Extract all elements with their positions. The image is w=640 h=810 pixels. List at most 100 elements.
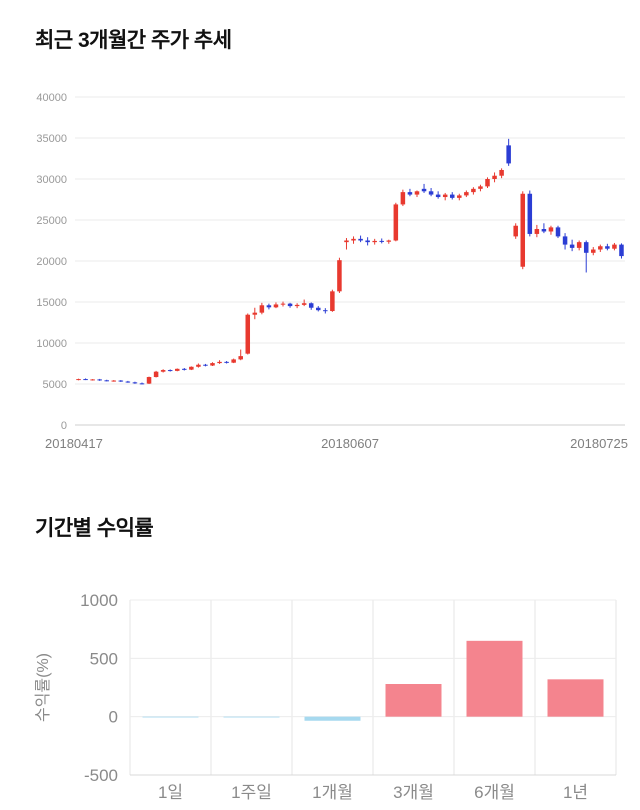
candle-body [104, 380, 109, 382]
candle-body [189, 366, 194, 370]
y-axis-tick-label: 500 [90, 649, 118, 668]
candle-body [358, 238, 363, 241]
y-axis-title: 수익률(%) [34, 653, 52, 722]
candle-body [301, 303, 307, 305]
candle-body [280, 303, 286, 305]
candlestick-chart: 0 5000 10000 15000 20000 25000 30000 35000 40000… [36, 92, 628, 451]
candle-body [414, 191, 420, 195]
category-label: 6개월 [474, 783, 515, 802]
candle-body [569, 244, 575, 248]
candle-body [111, 380, 117, 382]
candle-body [146, 377, 152, 384]
candle-body [337, 260, 342, 292]
candle-body [499, 169, 504, 176]
candle-body [174, 368, 180, 371]
candle-body [245, 314, 251, 354]
return-bar [223, 716, 280, 718]
candle-body [421, 188, 427, 192]
candle-body [330, 291, 335, 312]
candle-body [139, 383, 145, 385]
candle-body [555, 227, 561, 237]
candle-body [612, 244, 617, 249]
candle-body [619, 244, 624, 257]
candle-body [492, 175, 497, 179]
y-axis-tick-label: 20000 [36, 256, 67, 268]
candle-body [442, 194, 448, 198]
candle-body [527, 193, 533, 234]
category-label: 3개월 [393, 783, 434, 802]
x-axis-label-end: 20180725 [570, 436, 628, 451]
candle-body [400, 192, 406, 205]
candle-body [308, 303, 314, 308]
candle-body [365, 240, 370, 243]
y-axis-tick-label: 5000 [43, 379, 67, 391]
x-axis-label-middle: 20180607 [321, 436, 379, 451]
candle-body [407, 192, 413, 195]
candle-body [182, 368, 187, 370]
candle-body [449, 194, 455, 198]
candle-body [372, 240, 377, 243]
return-bar [385, 684, 442, 717]
candle-body [97, 379, 102, 381]
candle-body [541, 229, 547, 232]
category-label: 1개월 [312, 783, 353, 802]
candle-body [167, 370, 173, 372]
y-axis-tick-label: 15000 [36, 297, 67, 309]
candle-body [76, 379, 81, 381]
candle-body [478, 186, 483, 189]
candle-body [83, 379, 88, 381]
candle-body [259, 305, 265, 313]
return-bar [547, 679, 604, 717]
candle-body [316, 307, 321, 311]
returns-bar-chart: 1000 500 0 -500 1일 1주일 1개월 3개월 6개월 1년 수익률(%) [34, 591, 617, 802]
candle-body [266, 305, 272, 308]
return-bar [142, 716, 199, 718]
candle-body [393, 204, 399, 241]
y-axis-tick-label: 30000 [36, 174, 67, 186]
candle-body [203, 364, 208, 366]
candle-body [485, 179, 490, 187]
candle-body [435, 194, 441, 198]
x-axis-label-start: 20180417 [45, 436, 103, 451]
candle-body [386, 240, 392, 242]
y-axis-tick-label: 35000 [36, 133, 67, 145]
candle-body [457, 195, 462, 198]
candle-body [562, 236, 568, 245]
candle-body [224, 361, 229, 363]
category-label: 1년 [563, 783, 588, 802]
return-bar [304, 716, 361, 721]
candle-body [160, 370, 166, 372]
y-axis-tick-label: 10000 [36, 338, 67, 350]
y-axis-tick-label: 0 [109, 708, 118, 727]
candle-body [351, 238, 356, 241]
candle-body [520, 193, 526, 267]
y-axis-tick-label: 25000 [36, 215, 67, 227]
candle-body [252, 312, 258, 315]
candle-body [196, 364, 201, 367]
y-axis-tick-label: -500 [84, 766, 118, 785]
candle-body [132, 382, 138, 384]
return-bar [466, 640, 523, 717]
candle-body [576, 242, 582, 248]
candle-body [238, 356, 243, 360]
candle-body [287, 303, 293, 307]
returns-title: 기간별 수익률 [35, 517, 154, 540]
candle-body [90, 379, 95, 381]
candle-body [598, 246, 603, 250]
candle-body [471, 188, 476, 193]
candle-body [513, 225, 518, 237]
candle-body [605, 246, 610, 249]
candle-body [548, 227, 554, 232]
candle-body [534, 229, 540, 234]
y-axis-tick-label: 40000 [36, 92, 67, 104]
category-label: 1일 [158, 783, 183, 802]
candle-body [273, 304, 279, 308]
candle-body [153, 371, 159, 378]
y-axis-tick-label: 0 [61, 420, 67, 432]
candle-body [231, 359, 236, 363]
candle-body [294, 304, 300, 307]
candle-body [344, 240, 349, 243]
price-trend-title: 최근 3개월간 주가 추세 [35, 29, 232, 52]
candle-body [428, 191, 434, 195]
